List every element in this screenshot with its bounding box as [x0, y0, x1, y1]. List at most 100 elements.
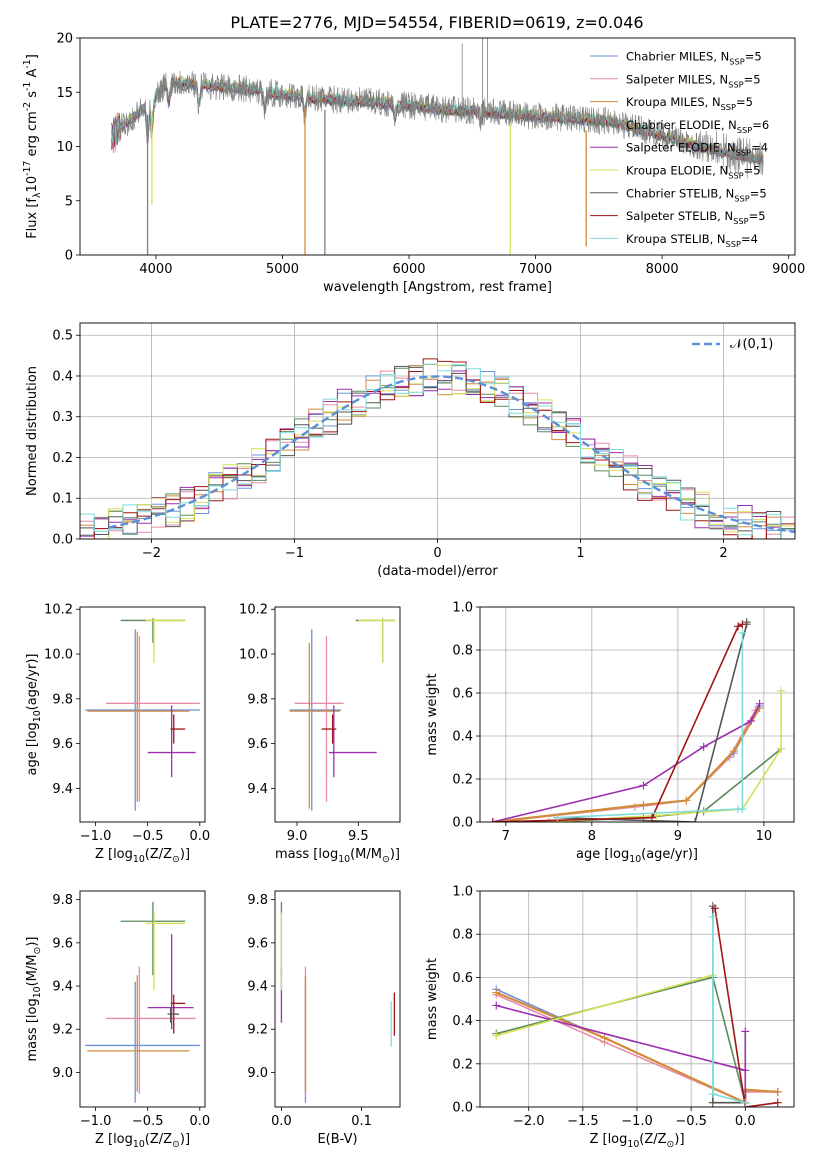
weight-marker — [708, 1098, 717, 1107]
y-tick-label: 10.0 — [239, 648, 268, 663]
weight-marker — [691, 818, 700, 822]
legend-label: Chabrier MILES, NSSP=5 — [626, 50, 762, 67]
x-tick-label: 10 — [756, 829, 773, 844]
residuals-plot-area — [80, 358, 795, 539]
x-tick-label: −2.0 — [513, 1114, 545, 1129]
y-tick-label: 9.4 — [247, 782, 268, 797]
weight-line — [492, 709, 757, 822]
x-tick-label: 9000 — [772, 262, 805, 277]
x-tick-label: 8 — [588, 829, 596, 844]
x-tick-label: 5000 — [266, 262, 299, 277]
weight-marker — [738, 805, 747, 814]
fit-point — [321, 714, 337, 744]
y-tick-label: 10.0 — [44, 648, 73, 663]
fit-point — [85, 629, 200, 811]
weight-marker — [773, 1098, 782, 1107]
y-tick-label: 9.4 — [247, 980, 268, 995]
weight-vs-age-plot-area — [488, 618, 786, 822]
weight-vs-Z-y-axis-label: mass weight — [425, 958, 440, 1040]
x-tick-label: 9.0 — [287, 829, 308, 844]
weight-marker — [682, 796, 691, 805]
x-tick-label: 9.5 — [348, 829, 369, 844]
fit-point — [145, 912, 186, 991]
y-tick-label: 1.0 — [452, 601, 473, 616]
x-tick-label: 0.1 — [351, 1114, 372, 1129]
weight-vs-Z-plot-area — [492, 902, 782, 1107]
residuals-x-axis-label: (data-model)/error — [377, 564, 498, 579]
x-tick-label: −1 — [285, 546, 304, 561]
weight-marker — [492, 1001, 501, 1010]
weight-marker — [729, 747, 738, 756]
y-tick-label: 9.0 — [52, 1066, 73, 1081]
y-tick-label: 0.0 — [52, 533, 73, 548]
y-tick-label: 9.8 — [247, 692, 268, 707]
weight-marker — [710, 904, 719, 913]
weight-vs-Z-axes: −2.0 −1.5 −1.0 −0.5 0.0 0.0 0.2 0.4 0.6 0.8 1.0 Z [… — [425, 885, 795, 1150]
y-tick-label: 15 — [56, 86, 73, 101]
weight-marker — [492, 1031, 501, 1040]
residual-legend: 𝒩(0,1) — [692, 337, 773, 352]
weight-line — [557, 632, 744, 819]
y-tick-label: 9.6 — [52, 936, 73, 951]
y-tick-label: 0.6 — [452, 971, 473, 986]
weight-vs-age-y-axis-label: mass weight — [425, 673, 440, 755]
mass-vs-Z-y-axis-label: mass [log10(M/M⊙)] — [25, 937, 43, 1062]
x-tick-label: 4000 — [139, 262, 172, 277]
y-tick-label: 0.5 — [52, 329, 73, 344]
weight-vs-age-x-axis-label: age [log10(age/yr)] — [576, 847, 698, 865]
y-tick-label: 0.6 — [452, 687, 473, 702]
spectrum-legend: Chabrier MILES, NSSP=5 Salpeter MILES, NS… — [590, 50, 769, 249]
weight-marker — [699, 742, 708, 751]
weight-marker — [639, 781, 648, 790]
x-tick-label: −0.5 — [132, 829, 164, 844]
x-tick-label: 8000 — [646, 262, 679, 277]
spectrum-y-axis-label: Flux [fλ10-17 erg cm-2 s-1 A-1] — [22, 54, 43, 239]
weight-marker — [738, 620, 747, 629]
weight-marker — [777, 686, 786, 695]
fit-point — [289, 629, 342, 811]
mass-vs-ebv-plot-area — [280, 901, 396, 1103]
y-tick-label: 9.6 — [247, 737, 268, 752]
x-tick-label: 2 — [719, 546, 727, 561]
y-tick-label: 9.0 — [247, 1066, 268, 1081]
x-tick-label: 0.0 — [271, 1114, 292, 1129]
weight-marker — [648, 813, 657, 822]
weight-vs-age-axes: 7 8 9 10 0.0 0.2 0.4 0.6 0.8 1.0 age [log10(age/yr… — [425, 601, 795, 865]
y-tick-label: 0.4 — [452, 1014, 473, 1029]
mass-vs-ebv-x-axis-label: E(B-V) — [317, 1132, 357, 1147]
x-tick-label: 0.0 — [189, 1114, 210, 1129]
x-tick-label: 7000 — [519, 262, 552, 277]
x-tick-label: 0.0 — [189, 829, 210, 844]
y-tick-label: 0.8 — [452, 644, 473, 659]
fit-point — [170, 714, 186, 744]
legend-label: Chabrier ELODIE, NSSP=6 — [626, 118, 769, 135]
weight-line — [492, 705, 761, 822]
spectrum-axes: 4000 5000 6000 7000 8000 9000 0 5 10 15 20 waveleng… — [22, 32, 805, 296]
y-tick-label: 0.2 — [452, 1057, 473, 1072]
y-tick-label: 9.6 — [247, 936, 268, 951]
y-tick-label: 0 — [65, 249, 73, 264]
weight-line — [495, 974, 746, 1104]
age-vs-Z-frame — [79, 606, 206, 823]
weight-vs-Z-x-axis-label: Z [log10(Z/Z⊙)] — [589, 1132, 684, 1150]
mass-vs-Z-axes: −1.0 −0.5 0.0 9.0 9.2 9.4 9.6 9.8 Z [log10(Z/Z⊙)… — [25, 890, 210, 1150]
fit-point — [289, 642, 340, 809]
age-vs-Z-y-axis-label: age [log10(age/yr)] — [25, 654, 43, 776]
residual-histogram — [80, 358, 795, 539]
y-tick-label: 20 — [56, 32, 73, 47]
plot-layer: 4000 5000 6000 7000 8000 900005101520waveleng… — [22, 32, 805, 1151]
y-tick-label: 9.8 — [52, 893, 73, 908]
legend-label: Kroupa STELIB, NSSP=4 — [626, 232, 758, 249]
fit-point — [87, 975, 190, 1092]
y-tick-label: 10.2 — [239, 603, 268, 618]
x-tick-label: −1.0 — [621, 1114, 653, 1129]
legend-label: Kroupa MILES, NSSP=5 — [626, 95, 753, 112]
y-tick-label: 0.0 — [452, 816, 473, 831]
weight-marker — [738, 628, 747, 637]
age-vs-Z-axes: −1.0 −0.5 0.0 9.4 9.6 9.8 10.0 10.2 Z [log10(Z/Z… — [25, 603, 210, 865]
age-vs-mass-plot-area — [289, 618, 396, 811]
age-vs-Z-x-axis-label: Z [log10(Z/Z⊙)] — [95, 847, 190, 865]
legend-label: Salpeter STELIB, NSSP=5 — [626, 209, 766, 226]
weight-marker — [544, 818, 553, 822]
x-tick-label: −1.0 — [80, 829, 112, 844]
